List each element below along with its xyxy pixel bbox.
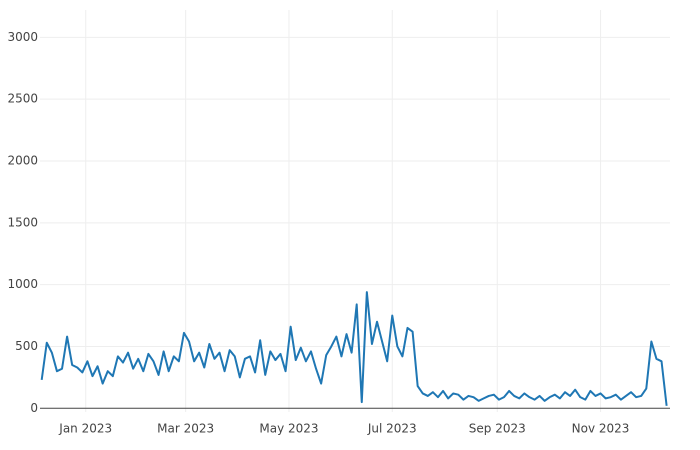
x-tick-label: Mar 2023: [157, 422, 214, 436]
y-tick-label: 1500: [7, 215, 38, 229]
x-tick-label: Nov 2023: [572, 422, 630, 436]
x-tick-label: May 2023: [259, 422, 318, 436]
x-tick-label: Jan 2023: [58, 422, 112, 436]
x-tick-label: Sep 2023: [469, 422, 526, 436]
y-tick-label: 500: [15, 339, 38, 353]
y-tick-label: 2000: [7, 154, 38, 168]
y-tick-label: 3000: [7, 30, 38, 44]
x-tick-label: Jul 2023: [367, 422, 417, 436]
y-tick-label: 0: [30, 401, 38, 415]
y-tick-label: 1000: [7, 277, 38, 291]
y-tick-label: 2500: [7, 92, 38, 106]
data-line: [40, 291, 668, 406]
